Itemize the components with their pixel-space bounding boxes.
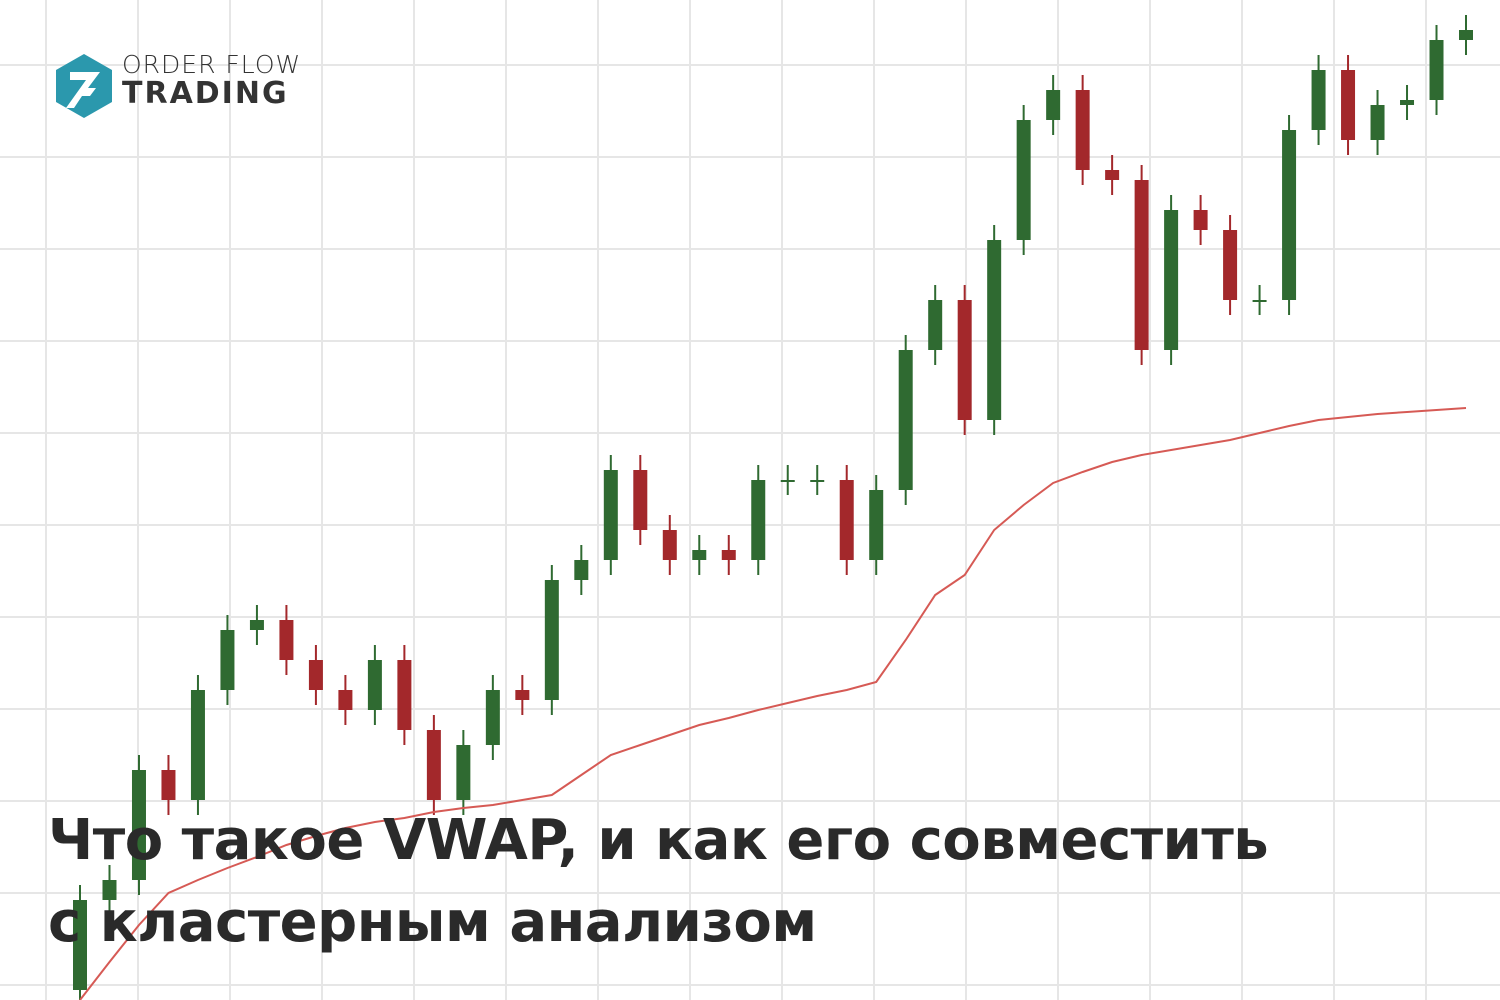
candle-body [426,730,441,800]
candle-body [898,350,913,490]
candle-body [780,480,795,482]
candle-body [1193,210,1208,230]
candle-body [1134,180,1149,350]
candle-body [692,550,707,560]
candle-body [1075,90,1090,170]
candle-body [338,690,353,710]
candle-body [1223,230,1238,300]
logo-bottom: TRADING [122,76,289,111]
candle-body [1429,40,1444,100]
logo-top: ORDER FLOW [122,50,302,79]
logo-glyph [66,72,100,108]
candle-body [1282,130,1297,300]
candle-body [367,660,382,710]
candle-body [1046,90,1061,120]
title-line: с кластерным анализом [48,890,817,955]
candle-body [603,470,618,560]
candle-body [308,660,323,690]
candle-body [544,580,559,700]
candle-body [839,480,854,560]
candle-body [957,300,972,420]
candle-body [987,240,1002,420]
candle-body [220,630,235,690]
candle-body [1459,30,1473,40]
candle-body [1400,100,1415,105]
candle-body [161,770,176,800]
candle-body [810,480,825,482]
candle-body [1252,300,1267,302]
candle-body [1105,170,1120,180]
candle-body [397,660,412,730]
candle-body [279,620,294,660]
candle-body [721,550,736,560]
candle-body [102,880,117,900]
candle-body [633,470,648,530]
candle-body [73,900,87,990]
candle-body [1311,70,1326,130]
candle-body [515,690,530,700]
title-line: Что такое VWAP, и как его совместить [48,808,1269,873]
vwap-line [79,407,1467,1000]
candle-body [574,560,589,580]
candle-body [869,490,884,560]
candle-body [249,620,264,630]
candle-body [1164,210,1179,350]
candle-body [131,770,146,880]
candle-body [662,530,677,560]
candle-body [190,690,205,800]
candle-body [1341,70,1356,140]
candle-body [1016,120,1031,240]
candle-body [751,480,766,560]
candle-body [928,300,943,350]
candle-body [1370,105,1385,140]
candle-body [456,745,471,800]
candle-body [485,690,500,745]
